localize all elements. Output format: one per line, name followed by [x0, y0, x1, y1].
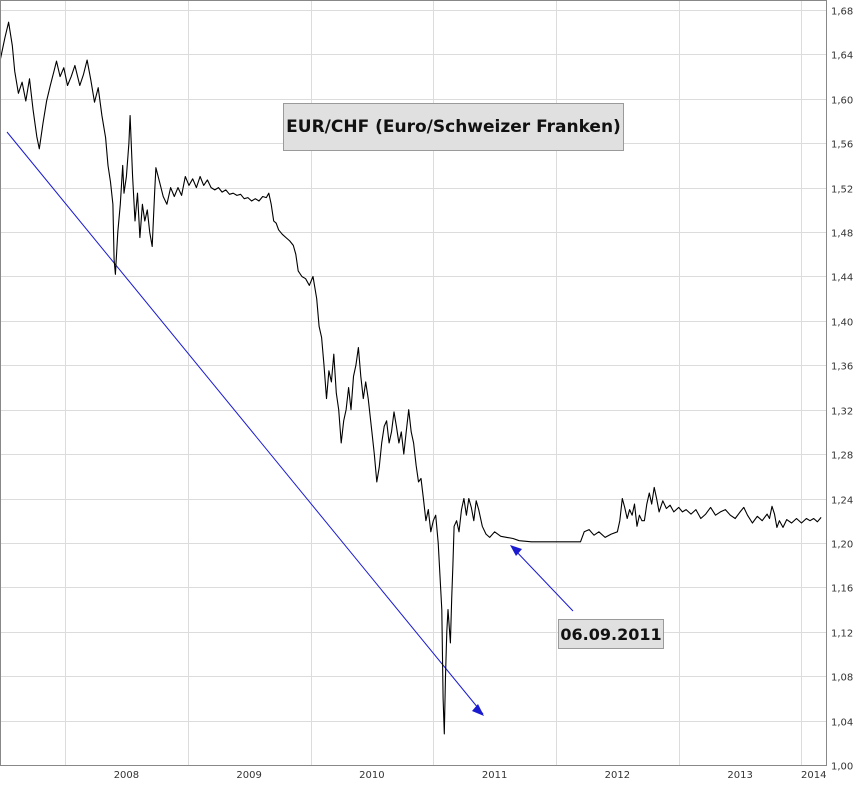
series-line — [0, 21, 822, 735]
trend-line — [6, 131, 484, 715]
x-tick-label: 2011 — [482, 770, 507, 781]
x-tick-label: 2014 — [801, 770, 826, 781]
y-tick-label: 1,68 — [831, 7, 853, 18]
y-tick-label: 1,08 — [831, 673, 853, 684]
y-tick-label: 1,56 — [831, 140, 853, 151]
x-axis-ticks: 2008 2009 2010 2011 2012 2013 2014 — [114, 770, 827, 781]
date-pointer-arrowhead — [510, 545, 522, 556]
chart-title: EUR/CHF (Euro/Schweizer Franken) — [283, 103, 624, 151]
x-tick-label: 2010 — [359, 770, 384, 781]
y-tick-label: 1,00 — [831, 762, 853, 773]
plot-frame — [0, 0, 827, 766]
y-tick-label: 1,04 — [831, 718, 853, 729]
y-axis-ticks: 1,00 1,04 1,08 1,12 1,16 1,20 1,24 1,28 1,32 1,36… — [831, 7, 853, 773]
x-tick-label: 2008 — [114, 770, 139, 781]
y-tick-label: 1,20 — [831, 540, 853, 551]
x-tick-label: 2013 — [727, 770, 752, 781]
y-tick-label: 1,32 — [831, 407, 853, 418]
y-tick-label: 1,24 — [831, 496, 853, 507]
y-tick-label: 1,16 — [831, 584, 853, 595]
y-tick-label: 1,12 — [831, 629, 853, 640]
series-group — [0, 21, 822, 735]
y-tick-label: 1,48 — [831, 229, 853, 240]
y-tick-label: 1,60 — [831, 96, 853, 107]
y-tick-label: 1,40 — [831, 318, 853, 329]
x-tick-label: 2012 — [605, 770, 630, 781]
date-annotation: 06.09.2011 — [558, 619, 664, 649]
trend-arrowhead — [472, 704, 484, 716]
y-tick-label: 1,44 — [831, 273, 853, 284]
y-tick-label: 1,28 — [831, 451, 853, 462]
y-tick-label: 1,36 — [831, 362, 853, 373]
date-pointer-line — [513, 548, 574, 612]
x-tick-label: 2009 — [236, 770, 261, 781]
y-tick-label: 1,52 — [831, 185, 853, 196]
y-tick-label: 1,64 — [831, 51, 853, 62]
